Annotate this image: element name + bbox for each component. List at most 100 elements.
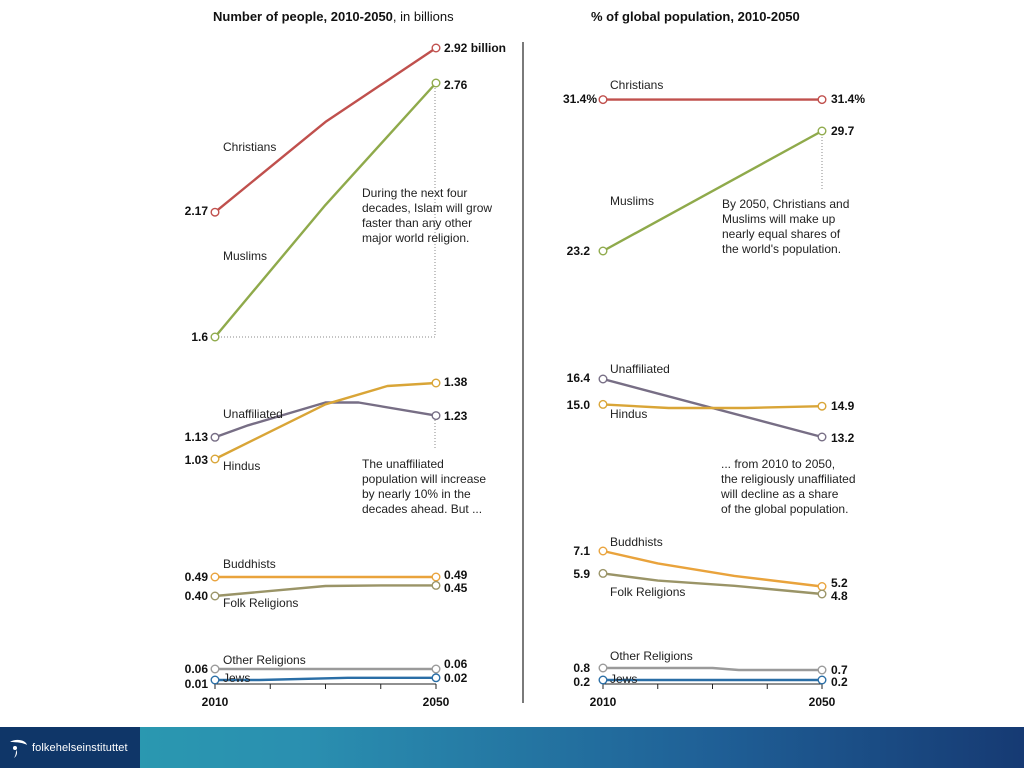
- left-other-religions-start-marker: [210, 664, 220, 674]
- right-series-hindus-line: [602, 403, 823, 410]
- right-series-other-religions-line: [603, 666, 822, 672]
- right-x-tick-start: 2010: [590, 695, 617, 709]
- left-christians-start-marker: [210, 207, 220, 217]
- right-unaffiliated-start-marker: [598, 374, 608, 384]
- right-folk-start: 5.9: [573, 567, 590, 581]
- left-buddhists-end: 0.49: [444, 568, 468, 582]
- right-hindus-end: 14.9: [831, 399, 855, 413]
- left-jews-label: Jews: [223, 671, 250, 685]
- left-folk-religions-start-marker: [210, 591, 220, 601]
- right-unaffiliated-end-marker: [817, 432, 827, 442]
- right-jews-start-marker: [598, 675, 608, 685]
- right-buddhists-start-marker: [598, 546, 608, 556]
- x-axis-ticks: [214, 684, 823, 689]
- left-folk-start: 0.40: [185, 589, 209, 603]
- left-folk-religions-end-marker: [431, 580, 441, 590]
- left-series-christians-line: [214, 47, 437, 214]
- left-buddhists-label: Buddhists: [223, 557, 276, 571]
- left-hindus-label: Hindus: [223, 459, 260, 473]
- series-endpoint-markers: [210, 43, 827, 685]
- logo-icon: [10, 739, 27, 758]
- right-christians-end-marker: [817, 95, 827, 105]
- right-folk-religions-end-marker: [817, 589, 827, 599]
- right-unaffiliated-start: 16.4: [567, 371, 591, 385]
- left-muslims-label: Muslims: [223, 249, 267, 263]
- right-christians-start-marker: [598, 95, 608, 105]
- left-folk-end: 0.45: [444, 581, 468, 595]
- right-series-muslims-line: [602, 129, 823, 253]
- right-folk-religions-start-marker: [598, 568, 608, 578]
- left-series-muslims-line: [214, 82, 437, 338]
- logo-text: folkehelseinstituttet: [32, 741, 128, 754]
- left-series-hindus-line: [214, 381, 437, 461]
- left-annotation-unaffiliated: The unaffiliated population will increas…: [362, 457, 489, 516]
- right-annotation-unaffiliated: ... from 2010 to 2050, the religiously u…: [720, 457, 859, 516]
- left-x-tick-end: 2050: [423, 695, 450, 709]
- left-christians-end-marker: [431, 43, 441, 53]
- left-annotation-islam: During the next four decades, Islam will…: [362, 186, 495, 245]
- left-buddhists-start-marker: [210, 572, 220, 582]
- right-jews-end: 0.2: [831, 675, 848, 689]
- right-hindus-label: Hindus: [610, 407, 647, 421]
- right-jews-start: 0.2: [573, 675, 590, 689]
- right-unaffiliated-label: Unaffiliated: [610, 362, 670, 376]
- right-jews-label: Jews: [610, 672, 637, 686]
- left-hindus-start-marker: [210, 454, 220, 464]
- right-christians-end: 31.4%: [831, 92, 865, 106]
- right-folk-label: Folk Religions: [610, 585, 685, 599]
- left-other-end: 0.06: [444, 657, 468, 671]
- left-other-label: Other Religions: [223, 653, 306, 667]
- right-buddhists-end: 5.2: [831, 576, 848, 590]
- logo[interactable]: folkehelseinstituttet: [0, 727, 140, 768]
- left-jews-start-marker: [210, 675, 220, 685]
- left-series-jews-line: [215, 676, 436, 682]
- left-other-religions-end-marker: [431, 664, 441, 674]
- left-hindus-end: 1.38: [444, 375, 468, 389]
- left-christians-start: 2.17: [185, 204, 209, 218]
- left-christians-end: 2.92 billion: [444, 41, 506, 55]
- right-muslims-end-marker: [817, 126, 827, 136]
- right-other-label: Other Religions: [610, 649, 693, 663]
- left-jews-start: 0.01: [185, 677, 209, 691]
- footer-bar: folkehelseinstituttet: [0, 727, 1024, 768]
- right-x-tick-end: 2050: [809, 695, 836, 709]
- left-other-start: 0.06: [185, 662, 209, 676]
- left-x-tick-start: 2010: [202, 695, 229, 709]
- right-muslims-start: 23.2: [567, 244, 591, 258]
- right-other-religions-end-marker: [817, 665, 827, 675]
- left-panel-title: Number of people, 2010-2050, in billions: [213, 9, 454, 24]
- left-muslims-start: 1.6: [191, 330, 208, 344]
- right-series-lines: [602, 98, 823, 682]
- left-unaffiliated-end-marker: [431, 411, 441, 421]
- left-series-unaffiliated-line: [214, 401, 437, 439]
- right-other-religions-start-marker: [598, 663, 608, 673]
- right-muslims-label: Muslims: [610, 194, 654, 208]
- right-muslims-end: 29.7: [831, 124, 855, 138]
- left-series-lines: [214, 47, 437, 682]
- left-jews-end: 0.02: [444, 671, 468, 685]
- right-other-start: 0.8: [573, 661, 590, 675]
- left-hindus-end-marker: [431, 378, 441, 388]
- left-series-folk-religions-line: [214, 584, 436, 598]
- left-muslims-end: 2.76: [444, 78, 468, 92]
- left-muslim-guide: [215, 86, 436, 338]
- left-jews-end-marker: [431, 673, 441, 683]
- left-unaffiliated-label: Unaffiliated: [223, 407, 283, 421]
- right-hindus-start-marker: [598, 399, 608, 409]
- right-other-end: 0.7: [831, 663, 848, 677]
- right-hindus-start: 15.0: [567, 398, 591, 412]
- right-buddhists-label: Buddhists: [610, 535, 663, 549]
- right-annotation-christians-muslims: By 2050, Christians and Muslims will mak…: [722, 197, 853, 256]
- left-muslims-start-marker: [210, 332, 220, 342]
- left-folk-label: Folk Religions: [223, 596, 298, 610]
- right-series-buddhists-line: [602, 549, 823, 588]
- left-buddhists-end-marker: [431, 572, 441, 582]
- right-christians-label: Christians: [610, 78, 663, 92]
- right-panel-title: % of global population, 2010-2050: [591, 9, 800, 24]
- left-unaffiliated-start-marker: [210, 432, 220, 442]
- right-hindus-end-marker: [817, 401, 827, 411]
- left-unaffiliated-end: 1.23: [444, 409, 468, 423]
- right-christians-start: 31.4%: [563, 92, 597, 106]
- left-unaffiliated-start: 1.13: [185, 430, 209, 444]
- left-hindus-start: 1.03: [185, 453, 209, 467]
